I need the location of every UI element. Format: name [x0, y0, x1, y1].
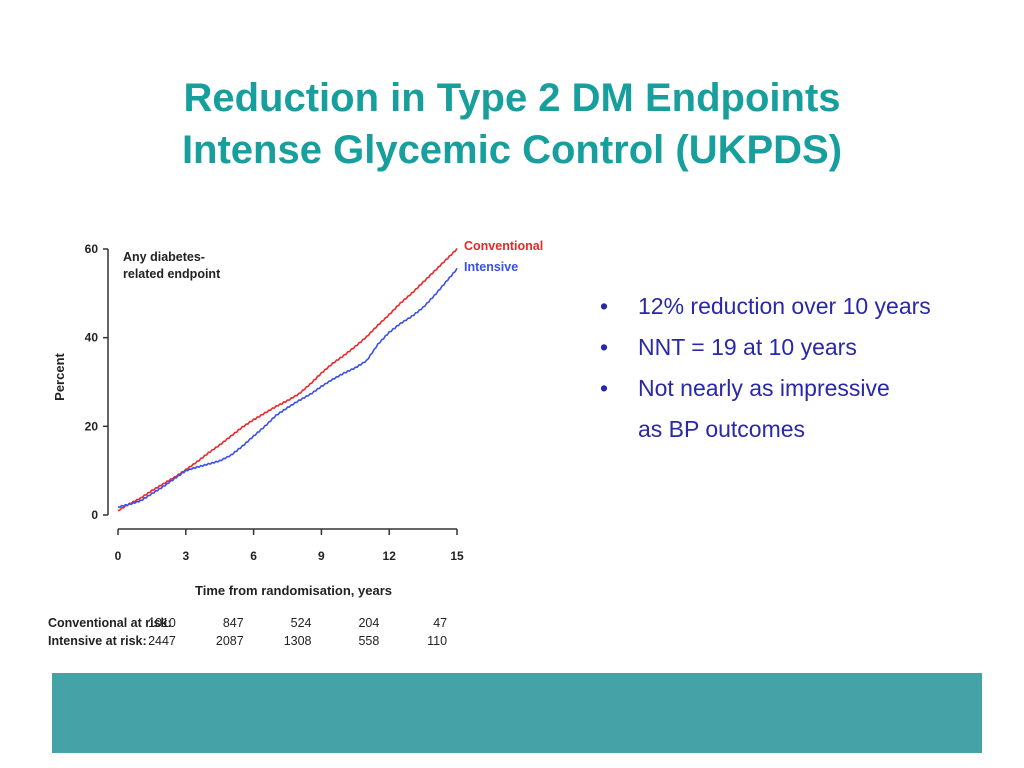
x-tick-label: 12	[383, 549, 397, 563]
bullet-continuation: as BP outcomes	[638, 416, 806, 442]
at-risk-value: 524	[291, 616, 312, 630]
bullet-glyph: •	[600, 293, 609, 319]
bullet-text: 12% reduction over 10 years	[638, 293, 931, 319]
at-risk-value: 847	[223, 616, 244, 630]
at-risk-value: 1010	[148, 616, 176, 630]
x-axis-label: Time from randomisation, years	[195, 583, 392, 598]
series-line-conventional	[117, 247, 458, 512]
y-tick-label: 60	[85, 242, 99, 256]
y-tick-label: 20	[85, 419, 99, 433]
slide-title: Reduction in Type 2 DM Endpoints Intense…	[0, 72, 1024, 176]
legend-entry-conventional: Conventional	[464, 239, 543, 253]
bullet-text: NNT = 19 at 10 years	[638, 334, 857, 360]
bullet-glyph: •	[600, 375, 609, 401]
title-line-1: Reduction in Type 2 DM Endpoints	[183, 76, 841, 120]
at-risk-value: 47	[433, 616, 447, 630]
at-risk-row-label: Intensive at risk:	[48, 634, 147, 648]
legend-entry-intensive: Intensive	[464, 260, 518, 274]
bullet-item: • NNT = 19 at 10 years	[600, 327, 931, 368]
x-tick-label: 9	[318, 549, 325, 563]
at-risk-value: 2087	[216, 634, 244, 648]
bullet-list: • 12% reduction over 10 years • NNT = 19…	[600, 286, 931, 450]
at-risk-value: 110	[427, 634, 447, 648]
footer-bar	[52, 673, 982, 753]
y-tick-label: 0	[91, 508, 98, 522]
x-tick-label: 15	[450, 549, 464, 563]
bullet-glyph: •	[600, 334, 609, 360]
y-tick-label: 40	[85, 331, 99, 345]
x-tick-label: 3	[182, 549, 189, 563]
y-axis-label: Percent	[52, 352, 67, 400]
bullet-text: Not nearly as impressive	[638, 375, 890, 401]
series-line-intensive	[117, 267, 458, 508]
chart-annotation: Any diabetes-	[123, 250, 205, 264]
x-tick-label: 0	[115, 549, 122, 563]
at-risk-row-label: Conventional at risk:	[48, 616, 172, 630]
title-line-2: Intense Glycemic Control (UKPDS)	[181, 128, 843, 172]
at-risk-value: 2447	[148, 634, 176, 648]
kaplan-meier-chart: 0 20 40 60 0 3 6 9 12 15 Time from randomisation, …	[48, 239, 543, 648]
bullet-item: • Not nearly as impressive as BP outcome…	[600, 368, 931, 450]
at-risk-value: 204	[358, 616, 379, 630]
chart-annotation: related endpoint	[123, 267, 221, 281]
at-risk-value: 1308	[284, 634, 312, 648]
at-risk-value: 558	[358, 634, 379, 648]
x-tick-label: 6	[250, 549, 257, 563]
bullet-item: • 12% reduction over 10 years	[600, 286, 931, 327]
